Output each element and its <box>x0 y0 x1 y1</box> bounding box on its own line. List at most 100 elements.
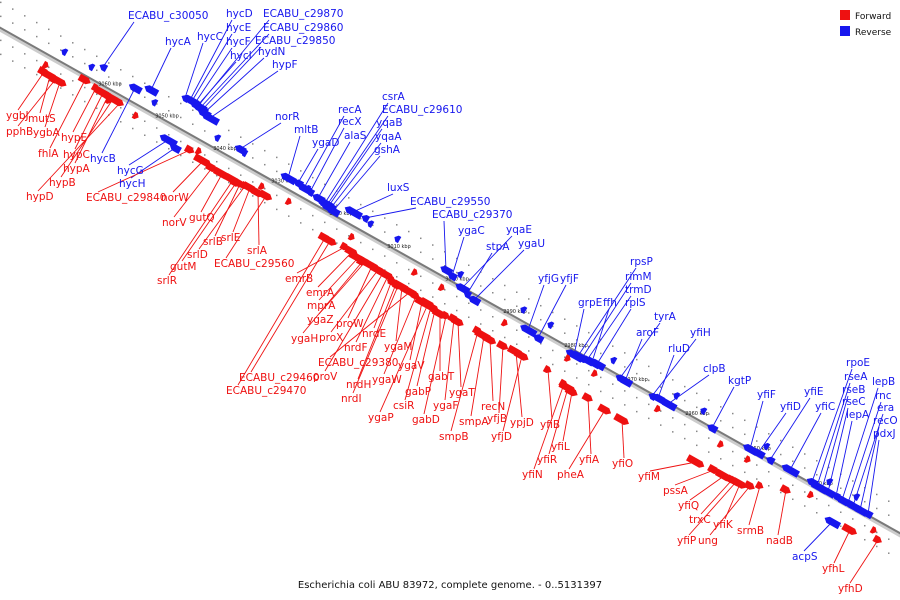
track-dot <box>600 352 602 355</box>
gene-label-ECABU_c29560: ECABU_c29560 <box>214 258 294 270</box>
leader-reverse-rplS <box>596 308 632 365</box>
gene-label-lepB: lepB <box>872 376 895 388</box>
gene-label-hypE: hypE <box>61 132 87 144</box>
leader-reverse-era <box>852 413 884 507</box>
gene-block-reverse-shape <box>520 306 528 314</box>
leader-forward-nrdI <box>352 285 399 394</box>
track-dot <box>672 379 674 381</box>
gene-forward-yfiO <box>613 413 629 426</box>
track-dot <box>840 525 842 527</box>
gene-forward-nadB-shape <box>779 484 791 494</box>
gene-label-gabD: gabD <box>412 414 440 426</box>
track-dot <box>564 318 566 320</box>
gene-forward-yfiO-shape <box>613 413 629 426</box>
gene-reverse-grpE-shape <box>565 349 584 363</box>
leader-forward-fhlA <box>49 79 86 149</box>
gene-block-reverse <box>457 270 465 279</box>
track-dot <box>528 350 530 352</box>
gene-block-forward <box>869 526 877 534</box>
gene-block-reverse <box>610 356 618 365</box>
gene-block-reverse <box>367 220 375 228</box>
gene-label-ECABU_c30050: ECABU_c30050 <box>128 10 208 22</box>
gene-block-forward <box>104 96 112 104</box>
gene-reverse-ygaC <box>447 272 459 282</box>
track-dot <box>816 498 818 500</box>
gene-label-yfjD: yfjD <box>491 431 512 443</box>
leader-forward-mutS <box>39 75 51 114</box>
gene-forward-srlD <box>239 180 249 190</box>
track-dot <box>552 325 554 328</box>
leader-reverse-norR <box>239 122 282 150</box>
track-dot <box>588 345 590 348</box>
track-dot <box>408 282 410 285</box>
track-dot <box>36 59 38 62</box>
track-dot <box>192 109 194 111</box>
leader-reverse-ECABU_c29610 <box>326 115 389 206</box>
track-dot <box>72 80 74 82</box>
gene-forward-yfjD <box>513 349 529 361</box>
track-dot <box>816 512 818 514</box>
track-dot <box>300 208 302 210</box>
leader-reverse-hycG <box>128 139 169 166</box>
track-dot <box>540 304 542 307</box>
gene-block-forward-shape <box>590 369 598 377</box>
track-dot <box>588 369 590 372</box>
gene-block-forward-shape <box>410 268 418 276</box>
leader-reverse-hydN <box>203 57 265 114</box>
gene-forward-srmB-shape <box>754 480 764 490</box>
leader-forward-srlE <box>232 187 251 233</box>
gene-label-yfiL: yfiL <box>551 441 570 453</box>
track-dot <box>576 325 578 327</box>
gene-label-ygaU: ygaU <box>518 238 545 250</box>
scale-tick-label: 3010 kbp <box>387 244 411 250</box>
track-dot <box>396 224 398 226</box>
gene-forward-ECABU_c29560 <box>258 189 273 201</box>
leader-reverse-hycA <box>150 47 172 91</box>
track-dot <box>480 323 482 325</box>
leader-forward-emrB <box>296 246 346 274</box>
gene-label-recN: recN <box>481 401 505 413</box>
track-dot <box>624 404 626 406</box>
track-dot <box>144 134 146 137</box>
gene-forward-ung <box>743 480 755 490</box>
gene-label-yfiQ: yfiQ <box>678 500 699 512</box>
leader-reverse-recA <box>303 115 345 189</box>
leader-forward-yfiL <box>562 391 573 442</box>
gene-forward-norW <box>193 153 212 167</box>
track-dot <box>744 457 746 460</box>
leader-forward-yfjD <box>502 355 523 432</box>
track-dot <box>144 96 146 99</box>
track-dot <box>432 296 434 298</box>
leader-forward-csiR <box>404 306 432 401</box>
gene-reverse-recO-shape <box>853 504 869 517</box>
track-dot <box>24 29 26 31</box>
track-dot <box>336 228 338 230</box>
gene-reverse-yfiE <box>766 456 776 466</box>
gene-reverse-rseC <box>821 487 837 499</box>
track-dot <box>96 69 98 72</box>
gene-label-clpB: clpB <box>703 363 726 375</box>
gene-block-reverse <box>214 134 222 143</box>
leader-forward-yfhL <box>833 529 851 564</box>
gene-label-ygaP: ygaP <box>368 412 394 424</box>
gene-reverse-hycC-shape <box>181 94 191 104</box>
track-dot <box>264 187 266 190</box>
leader-forward-ygbJ <box>17 71 45 111</box>
gene-label-hypD: hypD <box>26 191 54 203</box>
leader-forward-srlA <box>257 192 260 246</box>
leader-forward-ygaM <box>395 286 403 342</box>
leader-reverse-ffh <box>591 308 610 363</box>
leader-reverse-rnc <box>847 401 882 504</box>
track-dot <box>864 524 866 527</box>
track-dot <box>240 174 242 176</box>
gene-reverse-stpA-shape <box>463 290 473 300</box>
leader-forward-smpA <box>470 335 485 417</box>
track-dot <box>372 210 374 213</box>
track-dot <box>36 21 38 24</box>
track-dot <box>540 318 542 321</box>
gene-label-grpE: grpE <box>578 297 602 309</box>
gene-label-hycG: hycG <box>117 165 144 177</box>
gene-reverse-yfjF-shape <box>533 334 545 344</box>
leader-forward-ygbA <box>44 81 61 128</box>
gene-block-forward <box>131 111 139 120</box>
